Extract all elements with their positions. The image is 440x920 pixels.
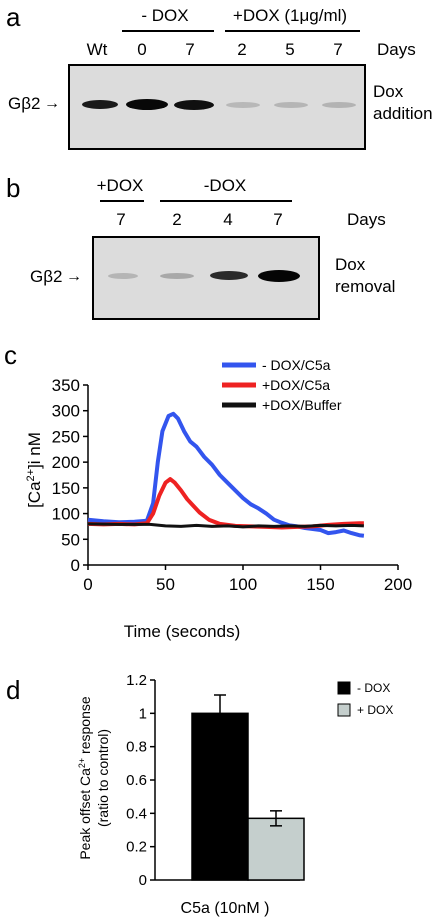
blot-band <box>210 271 248 280</box>
y-tick-label: 0.6 <box>126 772 147 789</box>
blot-band <box>82 100 118 109</box>
panel-b-letter: b <box>6 173 21 203</box>
y-tick-label: 250 <box>52 427 80 446</box>
series-line <box>87 411 365 538</box>
panel-b-group-plus-line <box>100 200 144 202</box>
x-tick-label: 0 <box>83 575 92 594</box>
y-tick-label: 100 <box>52 505 80 524</box>
panel-b-group-minus: -DOX <box>203 176 247 195</box>
bar <box>191 712 249 881</box>
panel-a-days-label: Days <box>377 40 416 59</box>
panel-b-side-label-1: Dox <box>335 255 366 274</box>
panel-c-xlabel: Time (seconds) <box>124 622 241 641</box>
panel-a-lane-label: 2 <box>237 40 247 59</box>
legend-label: + DOX <box>357 703 393 717</box>
panel-c-chart: [Ca2+]i nM Time (seconds) 0 50 100 150 200 25… <box>25 357 412 641</box>
blot-band <box>226 102 260 108</box>
y-tick-label: 0.2 <box>126 839 147 856</box>
legend-label: - DOX/C5a <box>262 357 331 373</box>
x-tick-label: 150 <box>306 575 334 594</box>
panel-a-side-label-1: Dox <box>373 82 404 101</box>
blot-band <box>126 99 168 110</box>
blot-band <box>258 270 300 282</box>
panel-b-blot <box>92 236 320 320</box>
panel-d-ylabel-line2: (ratio to control) <box>95 729 111 827</box>
y-tick-label: 1.2 <box>126 672 147 689</box>
legend-label: - DOX <box>357 681 390 695</box>
panel-a-group-minus: - DOX <box>141 6 189 25</box>
panel-a-lane-label: 0 <box>137 40 147 59</box>
panel-b-lane-label: 7 <box>116 210 126 229</box>
panel-d-letter: d <box>6 675 21 705</box>
y-tick-label: 0.4 <box>126 805 147 822</box>
legend-label: +DOX/C5a <box>262 377 330 393</box>
y-tick-label: 50 <box>61 530 80 549</box>
panel-a-group-plus: +DOX (1μg/ml) <box>232 6 348 25</box>
x-tick-label: 50 <box>156 575 175 594</box>
y-tick-label: 0 <box>71 556 80 575</box>
panel-b-group-plus: +DOX <box>96 176 144 195</box>
panel-a-lane-label: 7 <box>333 40 343 59</box>
x-tick-label: 100 <box>229 575 257 594</box>
panel-c-ylabel: [Ca2+]i nM <box>25 432 44 508</box>
x-tick-label: 200 <box>384 575 412 594</box>
panel-a-lane-label: Wt <box>86 40 108 59</box>
panel-b-side-label-2: removal <box>335 277 396 296</box>
y-tick-label: 150 <box>52 479 80 498</box>
panel-b-marker: Gβ2 <box>30 267 63 286</box>
y-tick-label: 200 <box>52 453 80 472</box>
arrow-right-icon: → <box>44 95 60 112</box>
panel-a-group-minus-line <box>122 30 214 32</box>
blot-band <box>322 102 356 108</box>
y-tick-label: 0.8 <box>126 739 147 756</box>
series-line <box>87 522 364 529</box>
legend-swatch <box>337 703 351 717</box>
panel-d-chart: Peak offset Ca2+ response (ratio to cont… <box>77 672 393 917</box>
blot-band <box>274 102 308 108</box>
y-tick-label: 0 <box>139 872 147 889</box>
y-tick-label: 1 <box>139 705 147 722</box>
panel-b-lane-label: 4 <box>223 210 233 229</box>
arrow-right-icon: → <box>66 268 82 285</box>
bar <box>247 817 305 881</box>
blot-band <box>174 100 214 110</box>
panel-a-side-label-2: addition <box>373 104 433 123</box>
blot-band <box>160 273 194 279</box>
y-tick-label: 300 <box>52 402 80 421</box>
panel-d-ylabel-line1: Peak offset Ca2+ response <box>77 696 93 860</box>
panel-c-letter: c <box>4 340 17 370</box>
y-tick-label: 350 <box>52 376 80 395</box>
panel-b-lane-label: 7 <box>273 210 283 229</box>
legend-swatch <box>337 681 351 695</box>
panel-a-letter: a <box>6 2 21 32</box>
blot-band <box>108 273 138 279</box>
panel-a-marker: Gβ2 <box>8 94 41 113</box>
panel-b-days-label: Days <box>347 210 386 229</box>
panel-a-group-plus-line <box>225 30 360 32</box>
panel-d-xlabel: C5a (10nM ) <box>181 900 270 917</box>
legend-label: +DOX/Buffer <box>262 397 342 413</box>
panel-a-lane-label: 7 <box>185 40 195 59</box>
panel-a-lane-label: 5 <box>285 40 295 59</box>
panel-b-group-minus-line <box>160 200 292 202</box>
panel-a-blot <box>68 64 366 150</box>
panel-b-lane-label: 2 <box>172 210 182 229</box>
